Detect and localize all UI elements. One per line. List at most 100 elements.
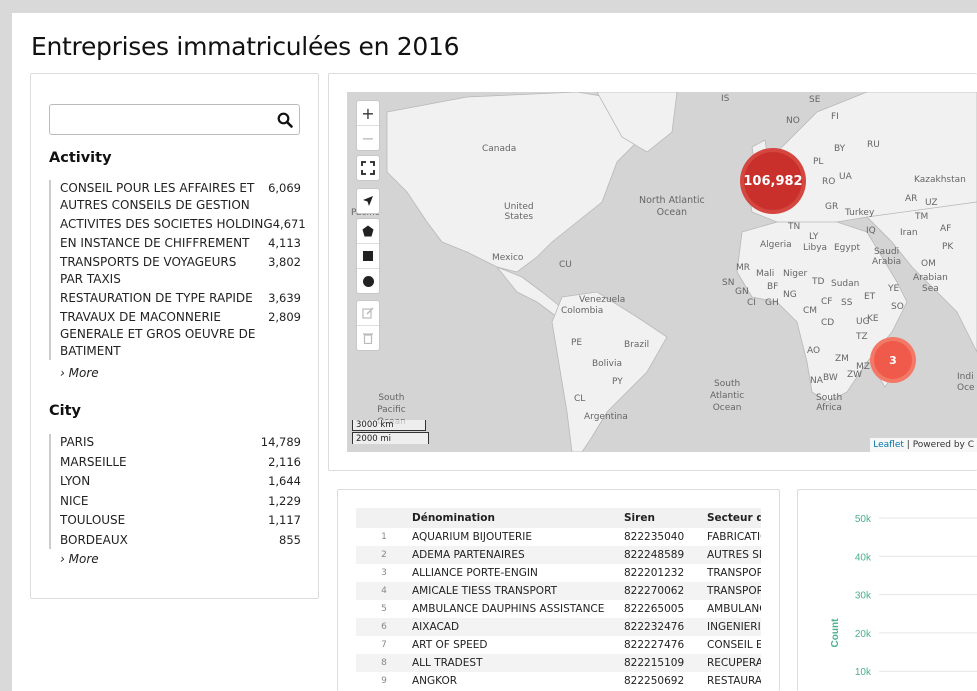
chart-panel <box>797 489 977 691</box>
map-label: Mexico <box>492 253 524 263</box>
city-item[interactable]: TOULOUSE 1,117 <box>51 512 301 529</box>
activity-item[interactable]: TRAVAUX DE MACONNERIE GENERALE ET GROS O… <box>51 309 301 360</box>
map-label: UG <box>856 317 870 327</box>
row-number: 6 <box>356 618 412 636</box>
map-label: SS <box>841 298 853 308</box>
table-header-row: Dénomination Siren Secteur d'a <box>356 508 761 528</box>
cell-sector: INGENIERIE <box>707 618 761 636</box>
navigation-arrow-icon <box>363 196 373 206</box>
map-label: Saudi Arabia <box>872 247 902 267</box>
cell-name: ADEMA PARTENAIRES <box>412 546 624 564</box>
cell-name: AMICALE TIESS TRANSPORT <box>412 582 624 600</box>
table-row[interactable]: 2 ADEMA PARTENAIRES 822248589 AUTRES SE <box>356 546 761 564</box>
table-row[interactable]: 5 AMBULANCE DAUPHINS ASSISTANCE 822265005 A… <box>356 600 761 618</box>
cell-siren: 822270062 <box>624 582 707 600</box>
table-row[interactable]: 4 AMICALE TIESS TRANSPORT 822270062 TRANSPO… <box>356 582 761 600</box>
column-header-siren[interactable]: Siren <box>624 508 707 528</box>
facet-item-count: 4,113 <box>268 236 301 250</box>
facet-item-count: 1,117 <box>268 513 301 528</box>
map-label: TN <box>788 222 801 232</box>
facet-item-label: PARIS <box>60 435 95 449</box>
draw-rectangle-button[interactable] <box>357 244 379 269</box>
activity-item[interactable]: CONSEIL POUR LES AFFAIRES ET AUTRES CONS… <box>51 180 301 214</box>
city-item[interactable]: MARSEILLE 2,116 <box>51 454 301 471</box>
row-number: 1 <box>381 532 387 542</box>
map-label: GN <box>735 287 749 297</box>
map-label: LY <box>809 232 819 242</box>
map-label: ZW <box>847 370 863 380</box>
map-label: Turkey <box>845 208 875 218</box>
row-number: 2 <box>356 546 412 564</box>
cell-name: ALL TRADEST <box>412 654 624 672</box>
cell-sector: CONSEIL EI <box>707 639 761 651</box>
map-label: Mali <box>756 269 775 279</box>
map-label: NO <box>786 116 800 126</box>
facet-item-count: 1,644 <box>268 474 301 489</box>
activity-item[interactable]: ACTIVITES DES SOCIETES HOLDING 4,671 <box>51 216 306 233</box>
chevron-right-icon: › <box>60 366 65 380</box>
fullscreen-button[interactable] <box>357 156 379 180</box>
cell-sector: AUTRES SE <box>707 546 761 564</box>
column-header-sector[interactable]: Secteur d'a <box>707 508 761 528</box>
world-map[interactable]: Canada United States Mexico CU North Atl… <box>347 92 977 452</box>
search-box[interactable] <box>49 104 300 135</box>
table-row[interactable]: 3 ALLIANCE PORTE-ENGIN 822201232 TRANSPOR <box>356 564 761 582</box>
table-row[interactable]: 6AIXACAD822232476INGENIERIE <box>356 618 761 636</box>
activity-more-link[interactable]: › More <box>60 366 99 380</box>
attribution-text: | Powered by C <box>906 440 974 450</box>
cell-sector: TRANSPOR <box>707 582 761 600</box>
edit-layers-button[interactable] <box>357 301 379 326</box>
map-cluster-small[interactable]: 3 <box>870 337 916 383</box>
city-item[interactable]: BORDEAUX 855 <box>51 532 301 549</box>
activity-item[interactable]: EN INSTANCE DE CHIFFREMENT 4,113 <box>51 235 301 252</box>
draw-polygon-button[interactable] <box>357 219 379 244</box>
map-label: TM <box>915 212 929 222</box>
map-label: BF <box>767 282 779 292</box>
map-land-layer <box>386 92 977 452</box>
leaflet-link[interactable]: Leaflet <box>873 440 904 450</box>
zoom-in-button[interactable]: + <box>357 101 379 126</box>
cell-siren: 822232476 <box>624 618 707 636</box>
cell-sector: RESTAURAT <box>707 675 761 687</box>
map-label: PE <box>571 338 583 348</box>
row-number: 8 <box>356 654 412 672</box>
table-row[interactable]: 1 AQUARIUM BIJOUTERIE 822235040 FABRICATIO <box>356 528 761 546</box>
city-item[interactable]: NICE 1,229 <box>51 493 301 510</box>
chart-y-tick-label: 40k <box>855 552 872 563</box>
cell-name: AIXACAD <box>412 618 624 636</box>
map-label: GR <box>825 202 839 212</box>
cell-siren: 822235040 <box>624 531 685 543</box>
activity-item[interactable]: RESTAURATION DE TYPE RAPIDE 3,639 <box>51 290 301 307</box>
city-item[interactable]: LYON 1,644 <box>51 473 301 490</box>
map-label: AO <box>807 346 821 356</box>
activity-item[interactable]: TRANSPORTS DE VOYAGEURS PAR TAXIS 3,802 <box>51 254 301 288</box>
city-item[interactable]: PARIS 14,789 <box>51 434 301 451</box>
table-row[interactable]: 9 ANGKOR 822250692 RESTAURAT <box>356 672 761 690</box>
cell-sector: TRANSPOR <box>707 567 761 579</box>
draw-circle-button[interactable] <box>357 269 379 293</box>
facet-item-count: 2,809 <box>268 310 301 324</box>
delete-layers-button[interactable] <box>357 326 379 350</box>
facet-item-label: RESTAURATION DE TYPE RAPIDE <box>60 291 253 305</box>
map-label: TD <box>812 277 825 287</box>
search-input[interactable] <box>54 109 268 131</box>
facet-sidebar: Activity CONSEIL POUR LES AFFAIRES ET AU… <box>30 73 319 599</box>
map-label: FI <box>831 112 839 122</box>
locate-button[interactable] <box>357 189 379 213</box>
city-more-link[interactable]: › More <box>60 552 99 566</box>
zoom-out-button[interactable]: − <box>361 128 375 148</box>
map-cluster-large[interactable]: 106,982 <box>740 148 806 214</box>
table-row[interactable]: 7 ART OF SPEED 822227476 CONSEIL EI <box>356 636 761 654</box>
search-icon[interactable] <box>277 112 293 128</box>
facet-item-count: 1,229 <box>268 493 301 508</box>
map-label: RU <box>867 140 880 150</box>
map-label: Indi Oce <box>957 372 975 393</box>
cell-name: AMBULANCE DAUPHINS ASSISTANCE <box>412 603 605 615</box>
map-label: SN <box>722 278 735 288</box>
map-label: Iran <box>900 228 918 238</box>
map-label: OM <box>921 259 936 269</box>
map-label: PY <box>612 377 623 387</box>
column-header-name[interactable]: Dénomination <box>412 508 624 528</box>
locate-control <box>356 188 380 214</box>
